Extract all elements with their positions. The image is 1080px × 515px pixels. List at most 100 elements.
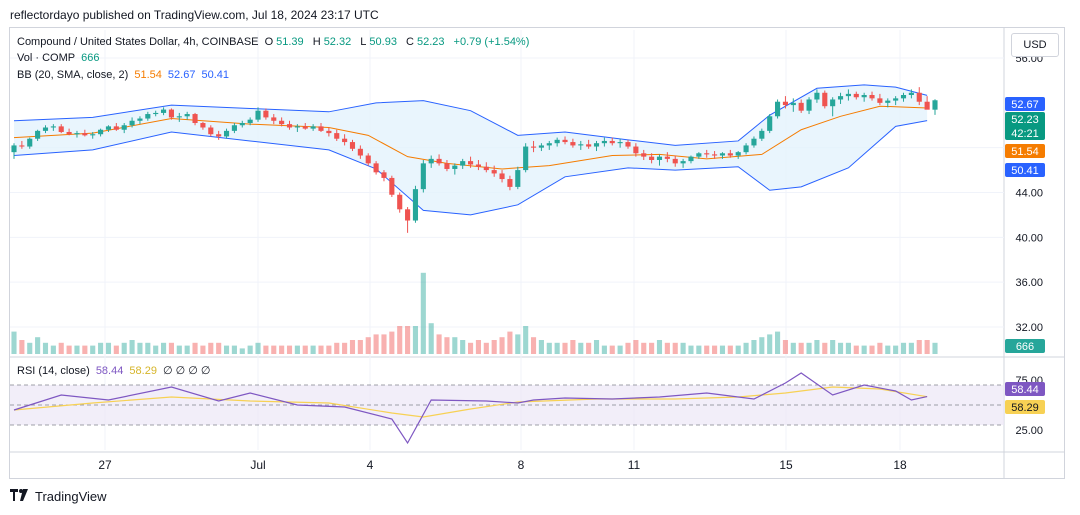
symbol-title[interactable]: Compound / United States Dollar, 4h, COI…: [17, 36, 259, 48]
footer-brand: TradingView: [35, 489, 107, 504]
candle-body: [98, 129, 104, 135]
candle-body: [334, 133, 340, 139]
c-value: 52.23: [416, 36, 445, 48]
volume-bar: [428, 323, 434, 354]
volume-bar: [50, 345, 56, 354]
legend-rsi: RSI (14, close) 58.44 58.29 ∅ ∅ ∅ ∅: [17, 364, 214, 377]
volume-bar: [680, 342, 686, 354]
candle-body: [546, 143, 552, 146]
candle-body: [916, 92, 922, 102]
candle-body: [255, 110, 261, 120]
candle-body: [373, 163, 379, 173]
bb-basis-price-label: 51.54: [1011, 146, 1039, 158]
volume-bar: [334, 342, 340, 354]
bollinger-bands: [13, 84, 928, 216]
candle-body: [397, 194, 403, 210]
volume-bar: [27, 342, 33, 354]
candle-body: [318, 126, 324, 131]
rsi-price-label-bg: [1005, 382, 1045, 396]
candle-body: [475, 164, 481, 167]
candles: [11, 87, 938, 233]
candle-body: [184, 114, 190, 117]
price-axis: 56.0048.0044.0040.0036.0032.0075.0025.00…: [1005, 53, 1045, 437]
volume-bar: [436, 334, 442, 354]
legend-ohlc: Compound / United States Dollar, 4h, COI…: [17, 36, 532, 48]
candle-body: [523, 146, 529, 171]
candle-body: [357, 148, 363, 156]
volume-bar: [869, 345, 875, 354]
volume-bar: [90, 345, 96, 354]
rsi-line: [13, 372, 928, 445]
candle-body: [208, 127, 214, 135]
rsi-label[interactable]: RSI (14, close): [17, 365, 90, 377]
volume-bar: [743, 342, 749, 354]
volume-bar: [554, 342, 560, 354]
bb-upper-price-label: 52.67: [1011, 99, 1039, 111]
volume-bar: [885, 345, 891, 354]
rsi-extra: ∅ ∅ ∅ ∅: [163, 365, 211, 377]
volume-bar: [822, 342, 828, 354]
candle-body: [263, 110, 269, 118]
volume-bar: [145, 342, 151, 354]
candle-body: [436, 158, 442, 164]
candle-body: [192, 114, 198, 124]
c-label: C: [406, 36, 414, 48]
volume-bar: [397, 326, 403, 354]
volume-bar: [491, 340, 497, 354]
volume-bar: [11, 331, 17, 354]
volume-bar: [475, 340, 481, 354]
volume-bar: [861, 345, 867, 354]
volume-bar: [279, 345, 285, 354]
candle-body: [775, 101, 781, 117]
volume-bar: [507, 331, 513, 354]
bb-label[interactable]: BB (20, SMA, close, 2): [17, 69, 129, 81]
candle-body: [562, 139, 568, 143]
volume-bar: [893, 345, 899, 354]
currency-button[interactable]: USD: [1011, 33, 1059, 57]
o-label: O: [264, 36, 274, 48]
volume-bar: [672, 342, 678, 354]
candle-body: [302, 126, 308, 129]
volume-bar: [105, 342, 112, 354]
candle-body: [507, 179, 513, 187]
volume-bar: [468, 342, 474, 354]
chart-frame: [9, 27, 1065, 479]
legend-volume: Vol · COMP 666: [17, 52, 103, 64]
bb-fill: [14, 84, 928, 215]
candle-body: [617, 142, 623, 144]
candle-body: [649, 156, 655, 160]
volume-bar: [853, 345, 859, 354]
candle-body: [90, 134, 96, 136]
candle-body: [719, 153, 726, 156]
volume-bar: [712, 345, 718, 354]
volume-bar: [184, 345, 190, 354]
candle-body: [468, 161, 474, 165]
candle-body: [420, 163, 426, 190]
volume-bar: [593, 340, 600, 354]
volume-bar: [798, 342, 804, 354]
volume-bar: [649, 342, 655, 354]
volume-bar: [365, 337, 371, 354]
volume-bar: [223, 345, 230, 354]
candle-body: [633, 146, 639, 154]
candle-body: [349, 142, 356, 149]
publish-line: reflectordayo published on TradingView.c…: [10, 8, 379, 22]
volume-bar: [286, 345, 293, 354]
l-label: L: [360, 36, 367, 48]
price-tick-label: 32.00: [1015, 322, 1043, 334]
time-tick-label: 11: [628, 458, 641, 472]
candle-body: [688, 156, 694, 162]
volume-label[interactable]: Vol · COMP: [17, 52, 76, 64]
bb-lower-value: 50.41: [201, 69, 230, 81]
candle-body: [837, 96, 844, 100]
volume-bar: [562, 342, 568, 354]
candle-body: [900, 95, 907, 99]
volume-bar: [444, 337, 450, 354]
candle-body: [861, 95, 867, 98]
grid: [10, 28, 1064, 478]
volume-bar: [530, 337, 537, 354]
volume-bar: [782, 340, 788, 354]
candle-body: [145, 114, 151, 119]
candle-body: [452, 165, 458, 169]
